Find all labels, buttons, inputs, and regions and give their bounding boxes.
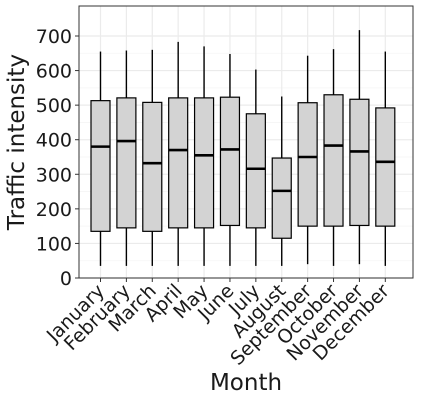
box-body bbox=[245, 113, 266, 229]
box-january bbox=[90, 51, 111, 266]
y-axis: 0 100 200 300 400 500 600 700 bbox=[36, 26, 79, 290]
box-body bbox=[271, 157, 292, 239]
box-body bbox=[116, 97, 137, 229]
panel-border bbox=[78, 5, 414, 279]
box-december bbox=[375, 51, 396, 266]
y-tick-label: 400 bbox=[36, 130, 72, 152]
box-july bbox=[245, 69, 266, 266]
x-axis-title: Month bbox=[210, 370, 282, 396]
y-tick-label: 100 bbox=[36, 233, 72, 255]
y-tick-label: 600 bbox=[36, 61, 72, 83]
box-april bbox=[168, 41, 189, 266]
box-body bbox=[90, 100, 111, 232]
box-body bbox=[297, 102, 318, 227]
box-series bbox=[90, 30, 396, 266]
box-body bbox=[375, 107, 396, 227]
y-tick-label: 300 bbox=[36, 164, 72, 186]
box-november bbox=[349, 30, 370, 265]
box-body bbox=[193, 97, 215, 229]
x-axis: JanuaryFebruaryMarchAprilMayJuneJulyAugu… bbox=[42, 278, 394, 370]
y-tick-label: 0 bbox=[60, 268, 72, 290]
box-body bbox=[142, 101, 163, 232]
box-september bbox=[297, 55, 318, 265]
box-body bbox=[323, 94, 344, 227]
box-june bbox=[219, 53, 241, 266]
box-october bbox=[323, 49, 344, 266]
y-tick-label: 500 bbox=[36, 95, 72, 117]
box-body bbox=[168, 97, 189, 229]
box-may bbox=[193, 46, 215, 266]
y-axis-title: Traffic intensity bbox=[4, 54, 30, 231]
box-body bbox=[349, 98, 370, 227]
box-march bbox=[142, 49, 163, 266]
box-body bbox=[219, 96, 241, 227]
y-tick-label: 200 bbox=[36, 199, 72, 221]
box-february bbox=[116, 50, 137, 266]
box-august bbox=[271, 96, 292, 266]
y-tick-label: 700 bbox=[36, 26, 72, 48]
